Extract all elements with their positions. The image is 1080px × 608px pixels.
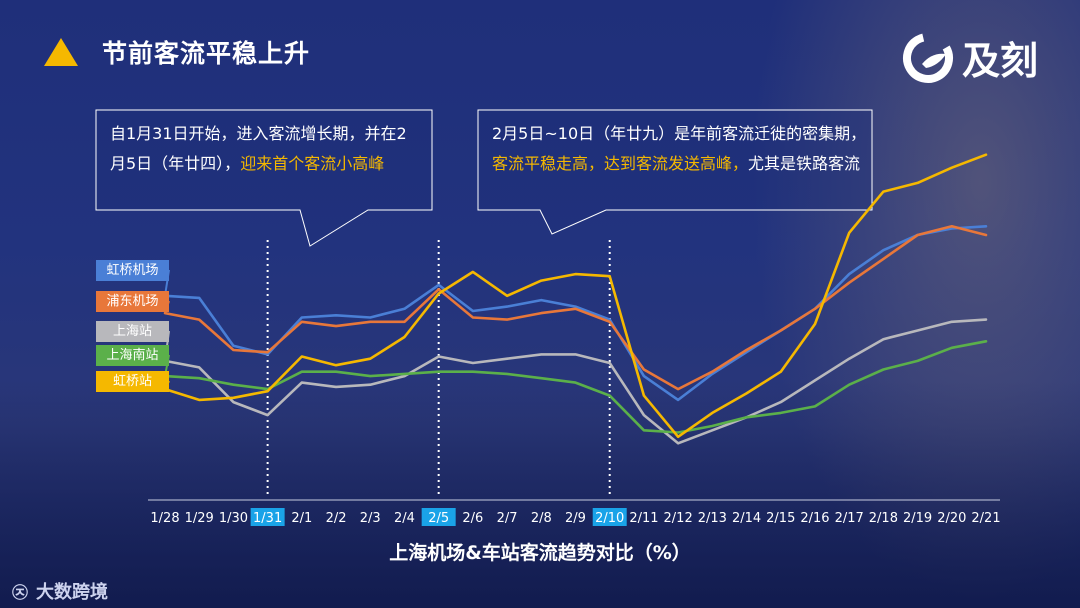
legend-shanghai-south-station: 上海南站 (96, 345, 169, 366)
x-tick-label: 2/4 (394, 511, 415, 526)
100-badge-icon: ㉨ (12, 583, 29, 602)
x-tick-label: 2/15 (766, 511, 795, 526)
x-tick-label: 2/2 (326, 511, 347, 526)
series-line-3 (163, 340, 988, 434)
brand-footer: ㉨ 大数跨境 (12, 578, 108, 604)
legend-hongqiao-station: 虹桥站 (96, 371, 169, 392)
callout-1-text: 自1月31日开始，进入客流增长期，并在2月5日（年廿四），迎来首个客流小高峰 (96, 113, 432, 185)
legend-shanghai-station: 上海站 (96, 321, 169, 342)
x-tick-label: 2/6 (462, 511, 483, 526)
x-tick-label: 1/31 (253, 511, 282, 526)
svg-text:及刻: 及刻 (962, 39, 1038, 83)
x-tick-label: 2/7 (497, 511, 518, 526)
series-line-4 (163, 153, 988, 439)
series-line-2 (163, 318, 988, 445)
tick-highlight-2-5 (421, 508, 456, 526)
x-tick-label: 2/11 (629, 511, 658, 526)
x-tick-label: 1/29 (185, 511, 214, 526)
x-tick-label: 2/14 (732, 511, 761, 526)
callout-1-box (95, 109, 433, 247)
x-tick-label: 1/30 (219, 511, 248, 526)
x-tick-label: 2/3 (360, 511, 381, 526)
triangle-bullet-icon (44, 38, 78, 66)
series-line-1 (163, 225, 988, 391)
x-tick-label: 2/13 (698, 511, 727, 526)
x-tick-label: 2/16 (800, 511, 829, 526)
x-tick-label: 2/21 (971, 511, 1000, 526)
tick-highlight-2-10 (592, 508, 627, 526)
callout-2-highlight: 客流平稳走高，达到客流发送高峰， (492, 154, 749, 173)
callout-2-text: 2月5日~10日（年廿九）是年前客流迁徙的密集期， 客流平稳走高，达到客流发送高峰… (478, 113, 886, 185)
x-tick-label: 2/10 (595, 511, 624, 526)
callout-2-box (477, 109, 873, 235)
series-line-0 (163, 225, 988, 402)
x-tick-label: 2/12 (664, 511, 693, 526)
tick-highlight-1-31 (250, 508, 285, 526)
x-axis-title: 上海机场&车站客流趋势对比（%） (389, 542, 691, 564)
x-tick-label: 2/9 (565, 511, 586, 526)
x-tick-label: 2/1 (291, 511, 312, 526)
legend-pudong-airport: 浦东机场 (96, 291, 169, 312)
callout-2-part-1: 2月5日~10日（年廿九）是年前客流迁徙的密集期， (492, 124, 867, 143)
x-tick-label: 2/19 (903, 511, 932, 526)
slide-header: 节前客流平稳上升 (44, 34, 310, 70)
legend-hongqiao-airport: 虹桥机场 (96, 260, 169, 281)
x-tick-label: 2/5 (428, 511, 449, 526)
x-tick-label: 1/28 (150, 511, 179, 526)
brand-name: 大数跨境 (36, 582, 109, 603)
callout-1-part-1: 自1月31日开始，进入客流增长期，并在2月5日（年廿四）， (110, 124, 407, 173)
background-shadow (0, 380, 1080, 608)
jike-logo: 及刻 (903, 33, 1038, 83)
x-tick-label: 2/17 (835, 511, 864, 526)
callout-2-part-3: 尤其是铁路客流 (748, 154, 861, 173)
x-tick-label: 2/18 (869, 511, 898, 526)
x-tick-label: 2/8 (531, 511, 552, 526)
slide-title: 节前客流平稳上升 (102, 39, 311, 68)
x-tick-label: 2/20 (937, 511, 966, 526)
callout-1-highlight: 迎来首个客流小高峰 (240, 154, 385, 173)
